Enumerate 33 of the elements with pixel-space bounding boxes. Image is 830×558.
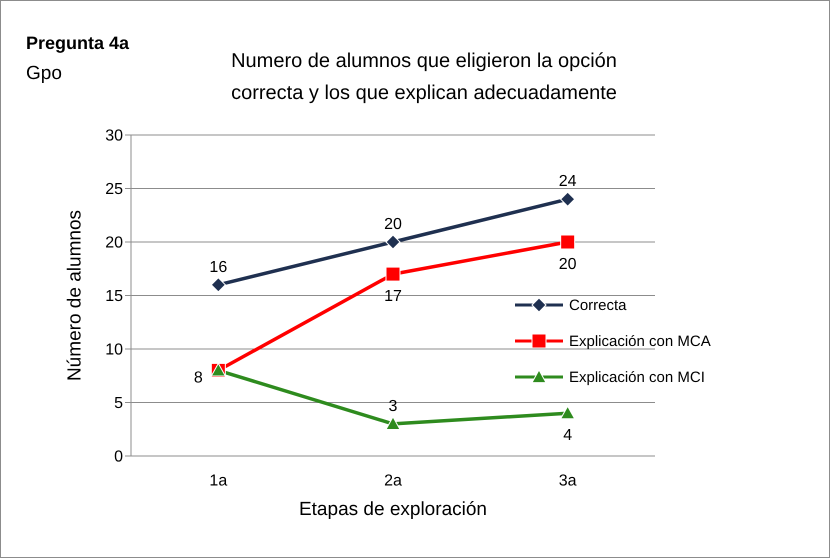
y-tick-label: 0 <box>114 448 124 466</box>
x-tick-label: 2a <box>384 472 402 490</box>
data-label: 3 <box>388 398 398 415</box>
text: Gpo <box>26 63 62 84</box>
point <box>386 234 400 250</box>
data-label: 8 <box>194 369 203 386</box>
point <box>210 277 226 292</box>
y-tick-label: 30 <box>105 128 124 145</box>
y-tick-label: 20 <box>105 234 124 252</box>
data-label: 24 <box>558 173 577 190</box>
legend-label: Explicación con MCI <box>569 369 705 386</box>
data-label: 20 <box>384 216 402 233</box>
point <box>386 266 400 282</box>
x-tick-label: 1a <box>209 472 228 490</box>
x-axis-title: Etapas de exploración <box>298 499 488 520</box>
point <box>560 192 576 207</box>
data-label: 17 <box>384 288 402 306</box>
data-label: 4 <box>563 427 572 444</box>
point <box>560 406 576 420</box>
y-tick-label: 5 <box>114 395 124 412</box>
legend-label: Correcta <box>569 297 628 314</box>
chart-title: Numero de alumnos que eligieron la opción correcta y los que explican adecuadamente <box>231 50 617 104</box>
data-label: 16 <box>209 258 228 276</box>
text: Pregunta 4a <box>26 33 130 53</box>
data-label: 20 <box>558 256 577 273</box>
x-tick-label: 3a <box>558 472 577 490</box>
y-tick-label: 10 <box>105 342 124 359</box>
legend-label: Explicación con MCA <box>569 333 711 350</box>
point <box>560 234 576 250</box>
y-axis-title: Número de alumnos <box>64 210 86 382</box>
y-tick-label: 25 <box>105 181 124 198</box>
point <box>386 416 400 430</box>
y-tick-label: 15 <box>105 288 124 306</box>
